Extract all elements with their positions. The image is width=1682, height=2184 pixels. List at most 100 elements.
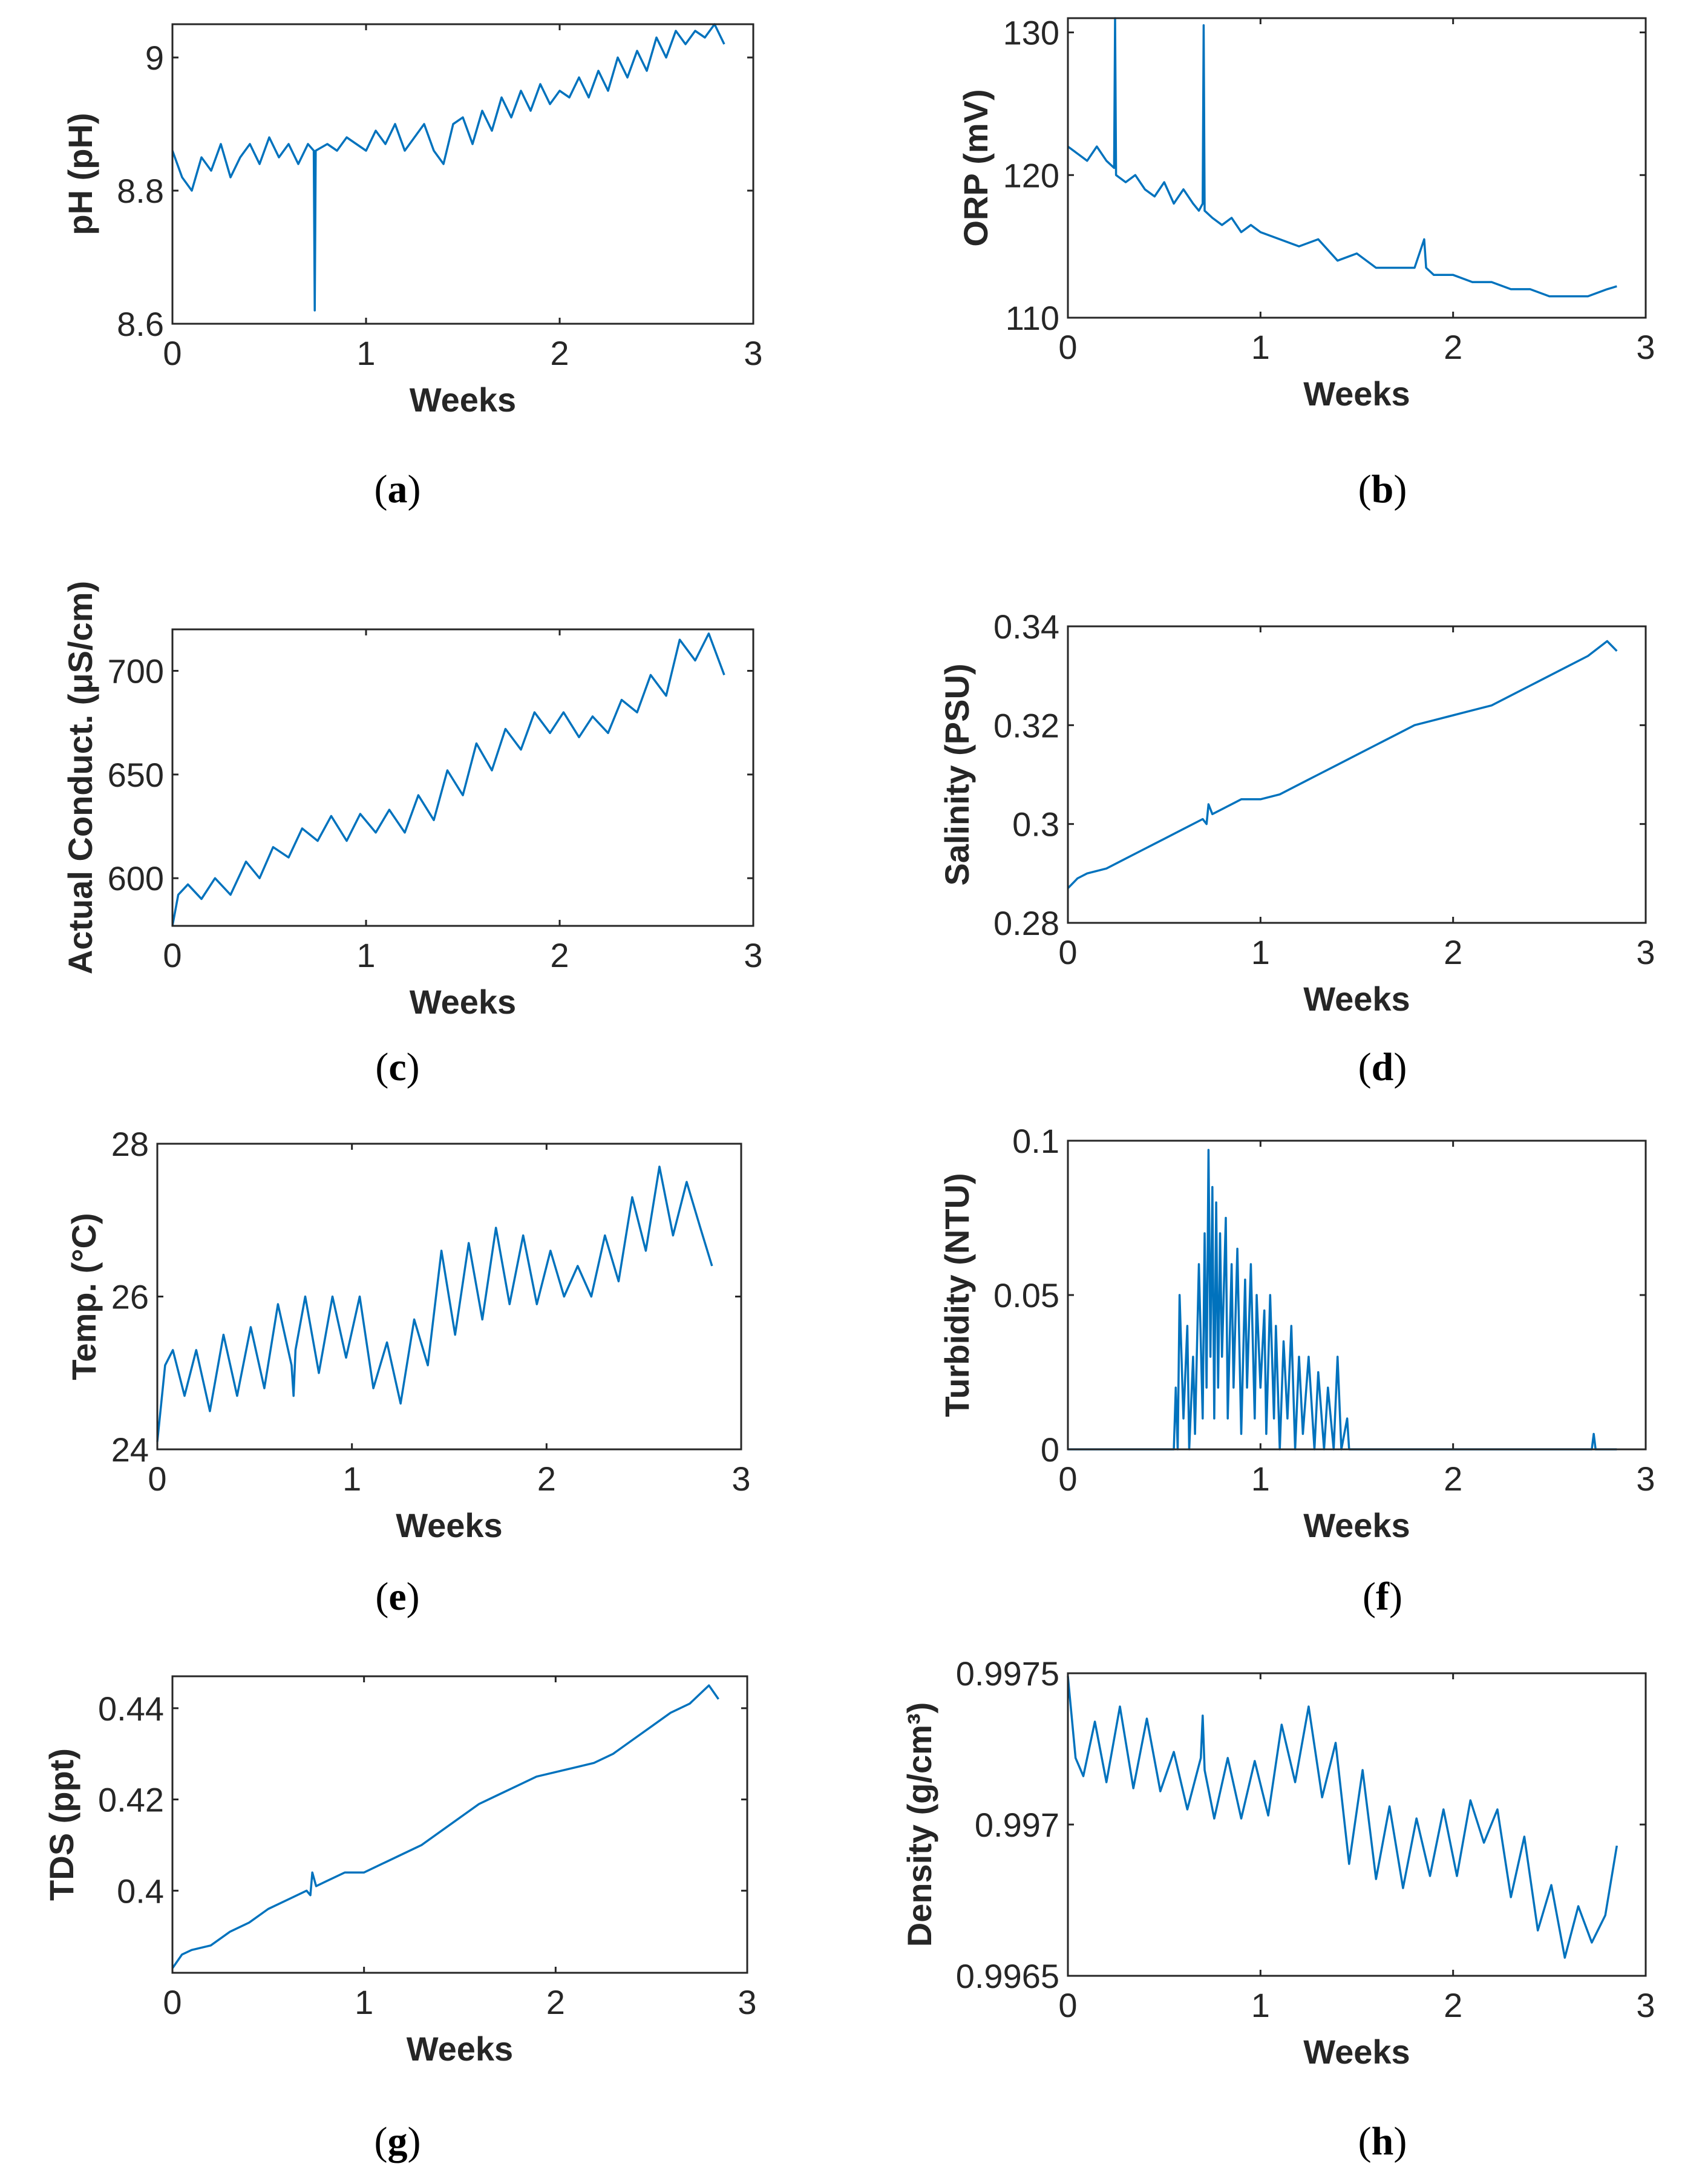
- xtick-label-b: 1: [1251, 328, 1270, 366]
- xtick-label-f: 3: [1636, 1460, 1655, 1498]
- ytick-label-f: 0.05: [993, 1276, 1059, 1314]
- xtick-label-c: 3: [744, 936, 762, 974]
- xtick-label-h: 2: [1444, 1986, 1462, 2024]
- axes-frame-d: [1067, 625, 1647, 924]
- x-axis-label-g: Weeks: [407, 2030, 513, 2068]
- x-axis-label-b: Weeks: [1303, 375, 1410, 413]
- chart-panel-g: 0 1 2 3 0.4 0.42 0.44 Weeks TDS (ppt) (g): [42, 1675, 757, 2163]
- xtick-label-f: 1: [1251, 1460, 1270, 1498]
- axes-frame-f: [1067, 1140, 1647, 1451]
- y-axis-label-e: Temp. (°C): [65, 1213, 103, 1380]
- ytick-label-e: 24: [111, 1431, 149, 1469]
- xtick-label-d: 2: [1444, 933, 1462, 971]
- ytick-label-f: 0: [1041, 1431, 1059, 1469]
- chart-panel-c: 0 1 2 3 600 650 700 Weeks Actual Conduct. (μS/cm…: [61, 581, 763, 1089]
- ytick-label-g: 0.4: [117, 1872, 164, 1910]
- chart-panel-a: 0 1 2 3 8.6 8.8 9 Weeks pH (pH) (a): [61, 23, 763, 511]
- ytick-label-a: 9: [145, 39, 164, 77]
- xtick-label-e: 0: [148, 1460, 166, 1498]
- ytick-label-h: 0.997: [975, 1806, 1059, 1844]
- series-line-b: [1067, 17, 1617, 298]
- panel-label-d: (d): [1358, 1045, 1407, 1089]
- xtick-label-d: 1: [1251, 933, 1270, 971]
- series-line-a: [171, 23, 725, 312]
- xtick-label-d: 3: [1636, 933, 1655, 971]
- x-axis-label-f: Weeks: [1303, 1506, 1410, 1544]
- ytick-label-e: 26: [111, 1278, 149, 1316]
- chart-panel-d: 0 1 2 3 0.28 0.3 0.32 0.34 Weeks Salinity (PSU) (d…: [938, 608, 1655, 1089]
- y-axis-label-a: pH (pH): [61, 113, 99, 235]
- xtick-label-f: 2: [1444, 1460, 1462, 1498]
- x-axis-label-e: Weeks: [396, 1506, 502, 1544]
- xtick-label-c: 2: [550, 936, 569, 974]
- xtick-label-d: 0: [1058, 933, 1077, 971]
- xtick-label-h: 3: [1636, 1986, 1655, 2024]
- series-line-c: [171, 632, 725, 926]
- xtick-label-e: 3: [731, 1460, 750, 1498]
- xtick-label-g: 3: [738, 1983, 756, 2021]
- y-axis-label-h: Density (g/cm³): [900, 1702, 938, 1947]
- panel-label-f: (f): [1363, 1575, 1402, 1619]
- xtick-label-g: 1: [355, 1983, 373, 2021]
- xtick-label-b: 0: [1058, 328, 1077, 366]
- series-line-h: [1067, 1676, 1618, 1959]
- xtick-label-g: 2: [546, 1983, 565, 2021]
- ytick-label-d: 0.32: [993, 706, 1059, 744]
- y-axis-label-g: TDS (ppt): [42, 1748, 80, 1901]
- ytick-label-g: 0.44: [98, 1690, 164, 1728]
- xtick-label-a: 0: [163, 334, 182, 372]
- xtick-label-b: 2: [1444, 328, 1462, 366]
- xtick-label-g: 0: [163, 1983, 182, 2021]
- xtick-label-e: 2: [537, 1460, 556, 1498]
- ytick-label-b: 120: [1003, 156, 1059, 194]
- xtick-label-c: 1: [356, 936, 375, 974]
- axes-frame-g: [171, 1675, 748, 1974]
- xtick-label-a: 1: [356, 334, 375, 372]
- panel-label-a: (a): [375, 467, 421, 511]
- ytick-label-f: 0.1: [1012, 1122, 1059, 1160]
- xtick-label-a: 2: [550, 334, 569, 372]
- series-line-f: [1068, 1149, 1617, 1451]
- ytick-label-h: 0.9965: [956, 1957, 1059, 1995]
- chart-panel-f: 0 1 2 3 0 0.05 0.1 Weeks Turbidity (NTU) (f): [938, 1122, 1655, 1619]
- chart-panel-b: 0 1 2 3 110 120 130 Weeks ORP (mV) (b): [957, 14, 1655, 511]
- series-line-e: [156, 1166, 713, 1442]
- ytick-label-b: 110: [1006, 299, 1059, 337]
- ytick-label-d: 0.28: [993, 904, 1059, 942]
- y-axis-label-d: Salinity (PSU): [938, 663, 976, 885]
- chart-panel-h: 0 1 2 3 0.9965 0.997 0.9975 Weeks Density (g/cm³…: [900, 1654, 1655, 2163]
- xtick-label-f: 0: [1058, 1460, 1077, 1498]
- ytick-label-d: 0.34: [993, 608, 1059, 646]
- panel-label-h: (h): [1358, 2119, 1407, 2163]
- x-axis-label-h: Weeks: [1303, 2033, 1410, 2071]
- xtick-label-b: 3: [1636, 328, 1655, 366]
- x-axis-label-a: Weeks: [410, 381, 516, 419]
- axes-frame-c: [171, 628, 754, 927]
- panel-label-g: (g): [375, 2119, 421, 2163]
- axes-frame-a: [171, 23, 754, 325]
- panel-label-e: (e): [375, 1575, 419, 1619]
- panel-label-b: (b): [1358, 467, 1407, 511]
- xtick-label-c: 0: [163, 936, 182, 974]
- y-axis-label-c: Actual Conduct. (μS/cm): [61, 581, 99, 974]
- ytick-label-d: 0.3: [1012, 805, 1059, 844]
- ytick-label-a: 8.6: [117, 305, 164, 343]
- ytick-label-c: 700: [108, 652, 164, 690]
- xtick-label-e: 1: [342, 1460, 361, 1498]
- x-axis-label-c: Weeks: [410, 983, 516, 1021]
- axes-frame-b: [1067, 17, 1647, 319]
- series-line-g: [171, 1684, 719, 1969]
- ytick-label-g: 0.42: [98, 1781, 164, 1819]
- xtick-label-a: 3: [744, 334, 762, 372]
- y-axis-label-f: Turbidity (NTU): [938, 1173, 976, 1417]
- ytick-label-a: 8.8: [117, 172, 164, 210]
- xtick-label-h: 0: [1058, 1986, 1077, 2024]
- series-line-d: [1067, 640, 1618, 890]
- ytick-label-h: 0.9975: [956, 1654, 1059, 1693]
- xtick-label-h: 1: [1251, 1986, 1270, 2024]
- panel-label-c: (c): [375, 1045, 419, 1089]
- x-axis-label-d: Weeks: [1303, 980, 1410, 1018]
- y-axis-label-b: ORP (mV): [957, 89, 995, 246]
- ytick-label-b: 130: [1003, 14, 1059, 52]
